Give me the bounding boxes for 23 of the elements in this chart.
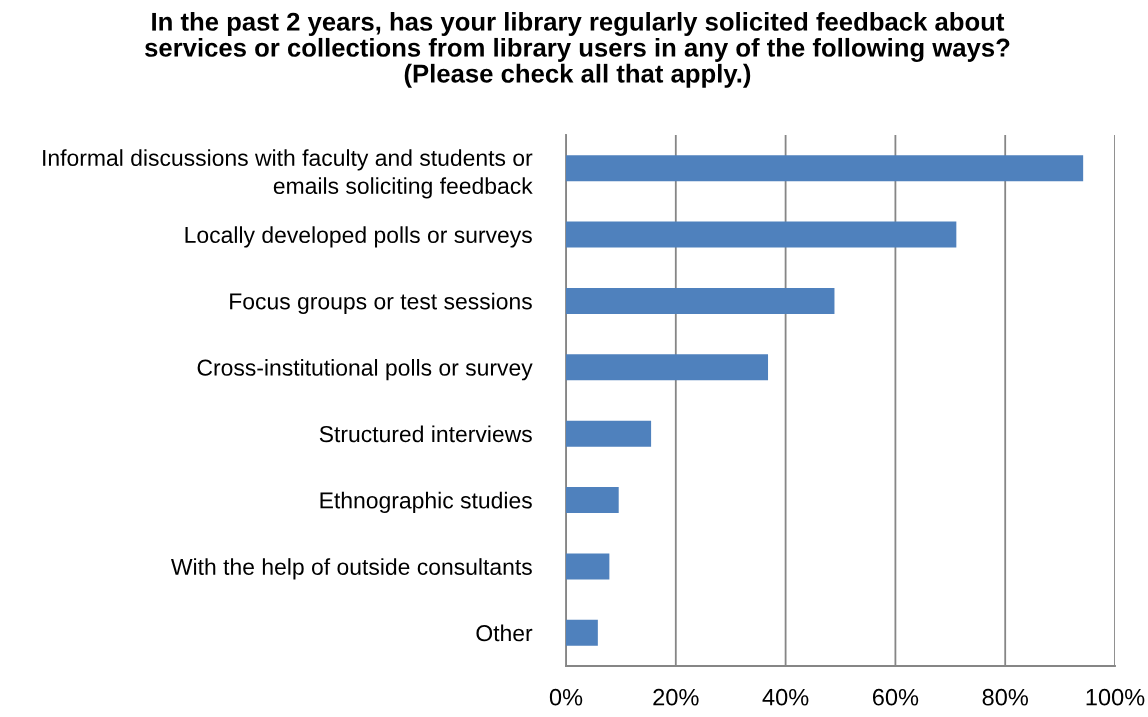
x-tick-label: 80% xyxy=(982,688,1028,706)
bar xyxy=(566,155,1084,182)
bar xyxy=(566,420,652,447)
x-tick-label: 20% xyxy=(653,688,699,706)
x-tick-label: 100% xyxy=(1086,688,1145,706)
x-tick-label: 40% xyxy=(762,688,809,706)
y-tick-label: Focus groups or test sessions xyxy=(230,292,532,314)
y-tick-label: Ethnographic studies xyxy=(320,491,532,514)
y-tick-label: With the help of outside consultants xyxy=(171,558,532,580)
bar xyxy=(566,619,598,646)
y-tick-label: Informal discussions with faculty and students or emails soliciting feedback xyxy=(43,149,533,199)
y-tick-label: Locally developed polls or surveys xyxy=(185,226,532,248)
bar xyxy=(566,553,610,580)
x-tick-label: 60% xyxy=(872,688,919,706)
bar xyxy=(566,354,769,381)
y-tick-label: Other xyxy=(476,624,533,642)
y-tick-label: Cross-institutional polls or survey xyxy=(197,359,533,381)
y-tick-label: Structured interviews xyxy=(319,425,532,443)
x-tick-label: 0% xyxy=(549,688,583,706)
bar xyxy=(566,221,957,248)
bar xyxy=(566,487,619,514)
chart-title: In the past 2 years, has your library regularly solicited feedback about services or collections from library users in any of the following ways? (Please check all that apply.) xyxy=(145,12,1010,88)
bar xyxy=(566,287,835,314)
